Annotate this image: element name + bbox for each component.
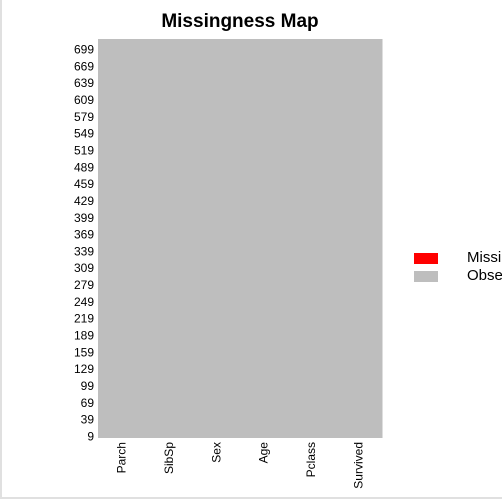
y-tick-label: 159 [74,345,94,359]
heatmap-column-pclass [287,39,336,438]
y-tick-label: 9 [87,430,94,444]
y-tick-label: 219 [74,312,94,326]
x-tick-label-sibsp: SibSp [162,442,176,474]
y-tick-label: 399 [74,211,94,225]
legend-label-missing: Missing [467,250,502,266]
x-tick-label-sex: Sex [209,442,223,463]
legend-swatch-observed [414,271,438,282]
chart-title: Missingness Map [161,11,319,32]
heatmap-column-parch [98,39,146,438]
heatmap-column-sibsp [145,39,194,438]
legend: Missing Observed [414,250,502,290]
y-tick-label: 69 [81,396,95,410]
y-tick-label: 579 [74,110,94,124]
y-tick-label: 309 [74,261,94,275]
y-tick-label: 639 [74,76,94,90]
y-tick-label: 189 [74,329,94,343]
image-bottom-border [0,497,502,499]
y-tick-label: 39 [81,413,95,427]
image-left-border [0,0,2,499]
heatmap-column-age [240,39,288,438]
y-tick-label: 489 [74,160,94,174]
y-tick-label: 279 [74,278,94,292]
y-tick-label: 99 [81,379,95,393]
y-tick-label: 339 [74,244,94,258]
heatmap-column-sex [192,39,241,438]
heatmap-column-survived [334,39,383,438]
x-tick-label-parch: Parch [115,442,129,473]
legend-swatch-missing [414,253,438,264]
x-tick-label-pclass: Pclass [304,442,318,477]
x-tick-label-age: Age [257,442,271,464]
x-tick-label-survived: Survived [351,442,365,489]
y-tick-label: 669 [74,59,94,73]
y-tick-label: 459 [74,177,94,191]
y-tick-label: 429 [74,194,94,208]
y-tick-label: 549 [74,127,94,141]
legend-label-observed: Observed [467,267,502,284]
y-tick-label: 519 [74,143,94,157]
y-tick-label: 699 [74,43,94,57]
y-tick-label: 249 [74,295,94,309]
y-tick-label: 369 [74,228,94,242]
y-tick-label: 129 [74,362,94,376]
y-tick-label: 609 [74,93,94,107]
